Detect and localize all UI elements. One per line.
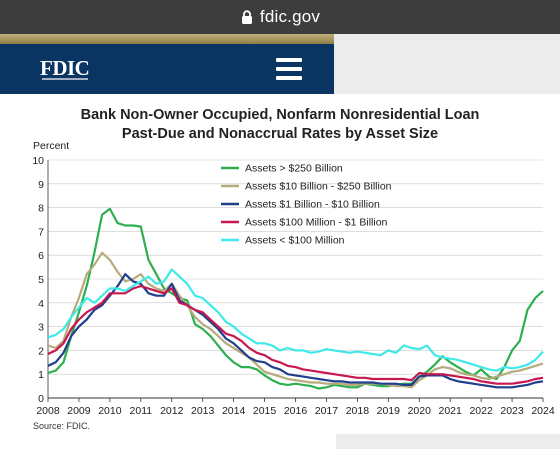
chart-source: Source: FDIC. — [33, 421, 91, 431]
gold-accent-strip — [0, 34, 334, 44]
x-tick-label: 2020 — [408, 405, 432, 417]
x-tick-label: 2018 — [346, 405, 370, 417]
hamburger-menu-icon[interactable] — [276, 58, 302, 80]
y-tick-label: 3 — [38, 322, 44, 334]
chart-title-line-1: Bank Non-Owner Occupied, Nonfarm Nonresi… — [80, 107, 480, 123]
x-tick-label: 2023 — [500, 405, 524, 417]
x-tick-label: 2016 — [284, 405, 308, 417]
x-tick-label: 2015 — [253, 405, 277, 417]
y-tick-label: 8 — [38, 203, 44, 215]
x-tick-label: 2017 — [315, 405, 339, 417]
line-chart: 0 1 2 3 4 5 6 7 8 9 10 Percent 2008 2009 2010 2011 2012 2… — [32, 140, 555, 417]
logo-tagline-rule — [42, 78, 88, 80]
x-tick-label: 2012 — [160, 405, 184, 417]
series-line-3 — [47, 273, 544, 389]
series-line-4 — [47, 285, 544, 385]
legend-label: Assets $1 Billion - $10 Billion — [245, 199, 380, 211]
x-tick-label: 2013 — [191, 405, 215, 417]
legend-label: Assets $100 Million - $1 Billion — [245, 217, 388, 229]
y-tick-label: 2 — [38, 345, 44, 357]
browser-url-bar[interactable]: fdic.gov — [0, 0, 560, 34]
y-tick-label: 5 — [38, 274, 44, 286]
x-tick-label: 2021 — [439, 405, 463, 417]
y-tick-label: 10 — [32, 155, 44, 167]
legend-label: Assets $10 Billion - $250 Billion — [245, 181, 392, 193]
y-axis-label: Percent — [33, 140, 69, 152]
legend-label: Assets > $250 Billion — [245, 163, 343, 175]
y-tick-label: 7 — [38, 226, 44, 238]
lock-icon — [241, 10, 252, 24]
x-tick-label: 2010 — [98, 405, 122, 417]
page-gray-area-bottom — [336, 434, 560, 449]
chart-title-line-2: Past-Due and Nonaccrual Rates by Asset S… — [121, 126, 439, 142]
url-text: fdic.gov — [259, 7, 321, 26]
x-tick-label: 2009 — [67, 405, 91, 417]
y-tick-label: 4 — [38, 298, 44, 310]
page-gray-area — [334, 34, 560, 94]
y-tick-label: 0 — [38, 393, 44, 405]
y-tick-label: 9 — [38, 179, 44, 191]
x-tick-label: 2008 — [36, 405, 60, 417]
fdic-logo[interactable]: FDIC — [40, 56, 90, 80]
chart-title: Bank Non-Owner Occupied, Nonfarm Nonresi… — [0, 106, 560, 144]
legend-label: Assets < $100 Million — [245, 235, 345, 247]
x-tick-label: 2011 — [130, 405, 153, 417]
y-tick-label: 1 — [38, 369, 44, 381]
x-tick-label: 2022 — [469, 405, 493, 417]
x-tick-label: 2014 — [222, 405, 246, 417]
x-tick-label: 2024 — [531, 405, 555, 417]
series-line-1 — [47, 207, 544, 390]
series-line-5 — [47, 268, 544, 372]
y-tick-label: 6 — [38, 250, 44, 262]
x-tick-label: 2019 — [377, 405, 401, 417]
